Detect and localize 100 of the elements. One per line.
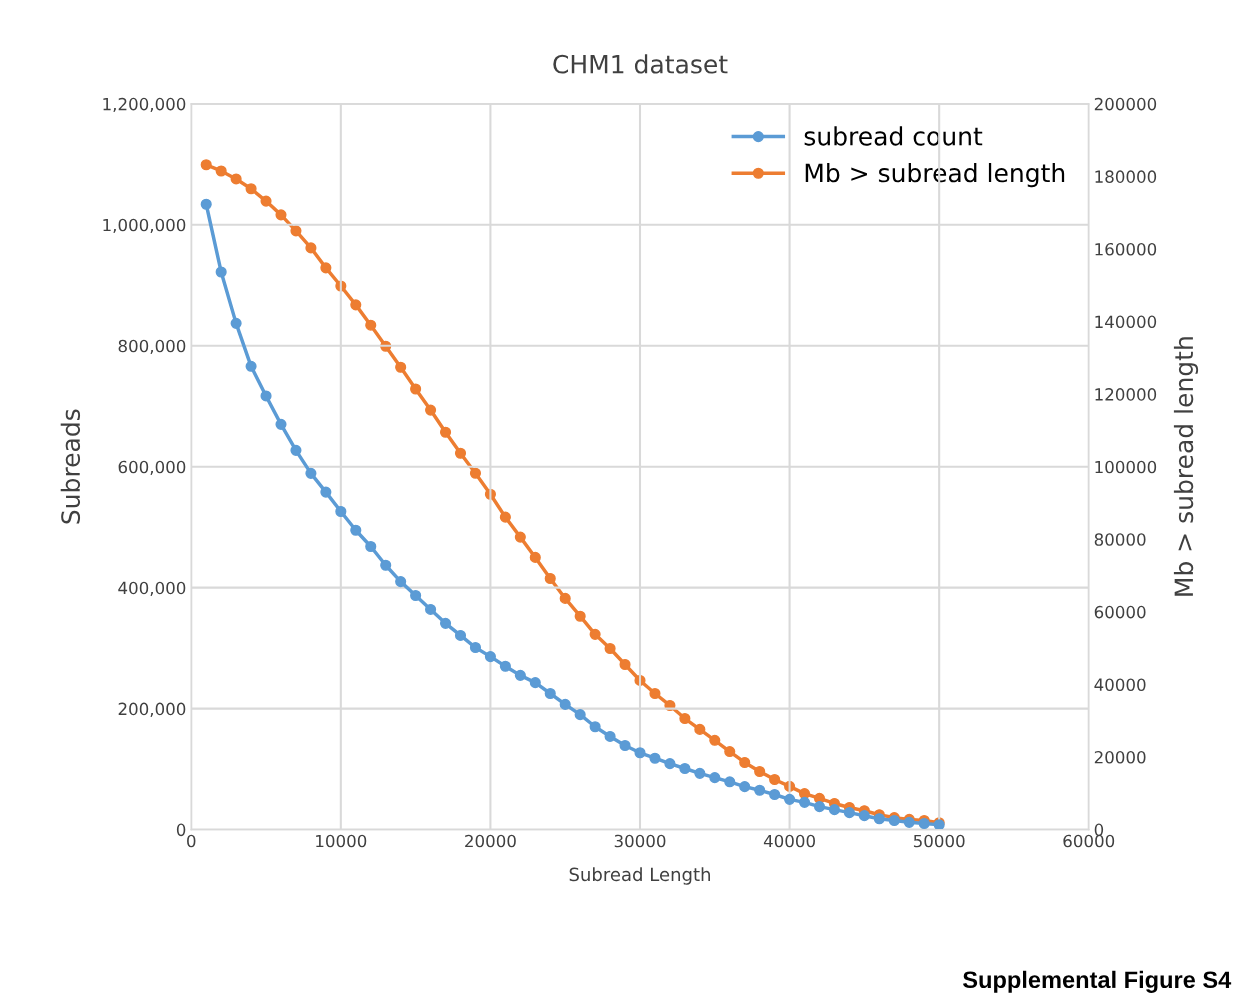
point [559, 592, 571, 604]
point [380, 559, 392, 571]
point [365, 319, 377, 331]
point [649, 687, 661, 700]
point [679, 712, 691, 725]
point [454, 447, 467, 459]
point [529, 551, 541, 563]
point [694, 767, 706, 779]
point [290, 225, 302, 237]
point [514, 531, 526, 543]
point [439, 617, 452, 629]
legend-label: Mb > subread length [805, 163, 1065, 188]
point [439, 426, 452, 438]
y-tick-label: 200,000 [118, 702, 186, 717]
y2-tick-label: 160000 [1095, 242, 1157, 256]
point [245, 183, 257, 195]
y2-tick-label: 40000 [1094, 678, 1146, 691]
y-tick-label: 800,000 [118, 339, 186, 355]
point [200, 198, 212, 210]
point [619, 658, 631, 671]
point [395, 576, 407, 588]
y-tick-label: 1,000,000 [103, 218, 186, 234]
point [634, 747, 646, 759]
point [589, 628, 601, 640]
point [215, 165, 227, 177]
point [454, 629, 467, 641]
point [619, 739, 631, 752]
point [395, 361, 407, 373]
point [574, 709, 586, 721]
point [410, 383, 422, 395]
point [260, 390, 272, 402]
point [425, 404, 437, 416]
y2-axis-title: Mb > subread length [1173, 337, 1199, 596]
y2-tick-label: 120000 [1095, 388, 1157, 401]
point [499, 660, 511, 672]
point [664, 758, 676, 770]
point [484, 651, 496, 663]
y-tick-label: 1,200,000 [103, 97, 186, 113]
x-axis-title: Subread Length [569, 867, 710, 885]
point [544, 572, 556, 585]
point [410, 589, 422, 602]
point [813, 801, 826, 813]
point [544, 687, 556, 700]
chart-title: CHM1 dataset [553, 54, 728, 74]
point [873, 813, 885, 825]
point [739, 781, 751, 793]
point [499, 511, 511, 523]
x-tick-label: 50000 [913, 834, 965, 848]
y2-tick-label: 20000 [1094, 750, 1146, 764]
point [709, 772, 721, 784]
point [469, 467, 482, 479]
point [320, 262, 332, 274]
x-tick-label: 30000 [614, 834, 666, 848]
point [754, 765, 766, 778]
point [709, 734, 721, 746]
y2-tick-label: 100000 [1095, 460, 1157, 474]
point [230, 173, 242, 185]
text: Supplemental Figure S4 [962, 970, 1232, 993]
point [784, 793, 796, 805]
legend-label: subread count [804, 126, 983, 146]
point [604, 730, 616, 743]
point [350, 524, 362, 536]
y-tick-label: 400,000 [118, 581, 186, 596]
point [260, 195, 272, 207]
point [604, 642, 616, 655]
point [589, 721, 601, 733]
x-tick-label: 10000 [316, 834, 367, 848]
x-tick-label: 20000 [465, 834, 516, 848]
x-tick-label: 0 [187, 834, 196, 848]
point [245, 360, 257, 372]
y2-tick-label: 80000 [1094, 533, 1146, 546]
point [739, 756, 751, 769]
point [469, 641, 482, 654]
point [694, 723, 706, 735]
y2-tick-label: 200000 [1094, 97, 1157, 111]
x-tick-label: 40000 [763, 834, 815, 848]
point [769, 773, 781, 786]
point [365, 540, 377, 553]
point [305, 242, 317, 254]
point [843, 807, 855, 819]
y-tick-label: 0 [176, 823, 186, 837]
point [858, 810, 870, 822]
point [724, 776, 736, 788]
y-axis-title: Subreads [60, 409, 81, 524]
point [230, 317, 242, 329]
point [215, 266, 227, 278]
point [200, 159, 212, 171]
point [305, 467, 317, 479]
point [425, 603, 437, 615]
point [798, 796, 811, 808]
y2-tick-label: 180000 [1095, 170, 1157, 183]
point [769, 788, 781, 801]
point [290, 444, 302, 456]
point [574, 610, 586, 622]
y2-tick-label: 60000 [1094, 605, 1146, 619]
point [529, 677, 541, 689]
point [754, 784, 766, 796]
y-tick-label: 600,000 [118, 460, 186, 475]
y2-tick-label: 140000 [1095, 315, 1157, 329]
point [350, 299, 362, 311]
